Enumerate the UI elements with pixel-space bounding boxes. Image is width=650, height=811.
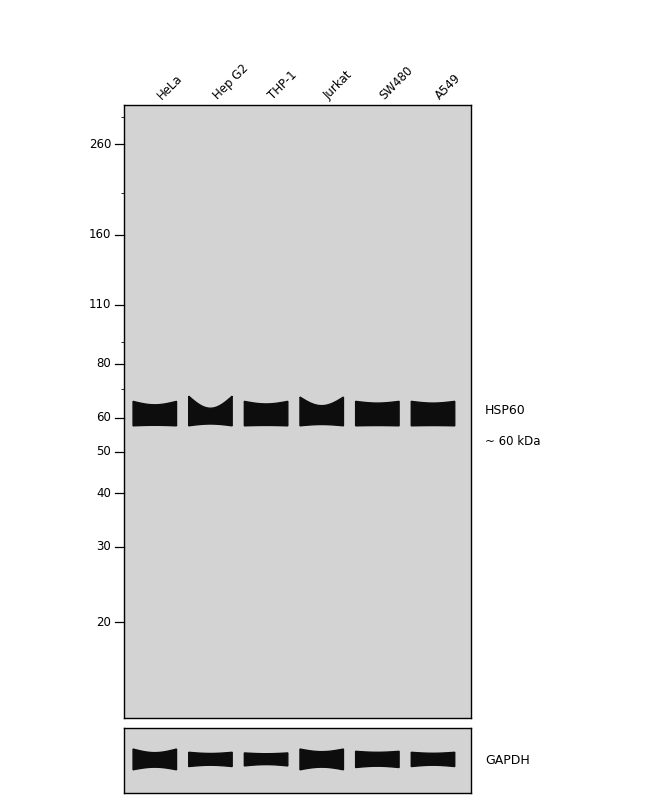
Text: 50: 50 <box>97 445 111 458</box>
Text: SW480: SW480 <box>378 64 416 102</box>
Polygon shape <box>133 749 177 770</box>
Polygon shape <box>411 753 455 766</box>
Text: 30: 30 <box>97 540 111 553</box>
Text: 260: 260 <box>89 138 111 151</box>
Polygon shape <box>411 401 455 426</box>
Text: 80: 80 <box>97 358 111 371</box>
Polygon shape <box>300 749 343 770</box>
Text: 110: 110 <box>89 298 111 311</box>
Text: ~ 60 kDa: ~ 60 kDa <box>485 435 541 448</box>
Text: GAPDH: GAPDH <box>485 754 530 767</box>
Text: HeLa: HeLa <box>155 72 185 102</box>
Polygon shape <box>188 397 232 426</box>
Text: 40: 40 <box>96 487 111 500</box>
Text: A549: A549 <box>433 71 463 102</box>
Text: 60: 60 <box>96 411 111 424</box>
Text: Jurkat: Jurkat <box>322 69 356 102</box>
Polygon shape <box>133 401 177 426</box>
Text: HSP60: HSP60 <box>485 404 526 417</box>
Text: 20: 20 <box>96 616 111 629</box>
Polygon shape <box>356 401 399 426</box>
Polygon shape <box>244 401 288 426</box>
Polygon shape <box>244 753 288 766</box>
Polygon shape <box>356 751 399 767</box>
Text: THP-1: THP-1 <box>266 69 300 102</box>
Polygon shape <box>300 397 343 426</box>
Polygon shape <box>188 753 232 766</box>
Text: 160: 160 <box>89 228 111 241</box>
Text: Hep G2: Hep G2 <box>211 62 251 102</box>
